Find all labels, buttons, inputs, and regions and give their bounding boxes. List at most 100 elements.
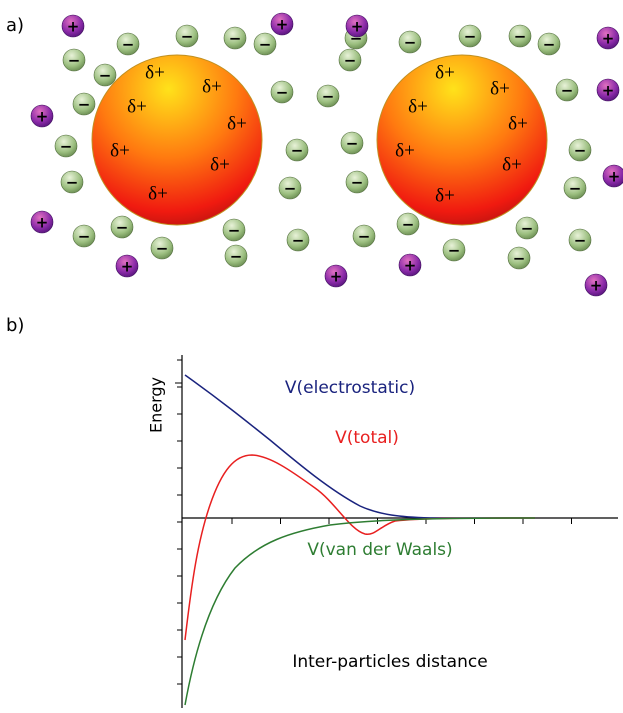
ion-sign: − <box>122 36 135 54</box>
negative-ion: − <box>61 171 83 193</box>
ion-sign: + <box>608 168 621 186</box>
ion-sign: − <box>116 219 129 237</box>
negative-ion: − <box>353 225 375 247</box>
curve-label: V(van der Waals) <box>307 540 452 560</box>
positive-ion: + <box>585 274 607 296</box>
partial-charge: δ+ <box>508 113 528 134</box>
negative-ion: − <box>224 27 246 49</box>
ion-sign: − <box>351 174 364 192</box>
positive-ion: + <box>271 13 293 35</box>
ion-sign: − <box>68 52 81 70</box>
positive-ion: + <box>31 211 53 233</box>
ion-sign: − <box>569 180 582 198</box>
ion-sign: − <box>448 242 461 260</box>
ion-sign: − <box>230 248 243 266</box>
negative-ion: − <box>286 139 308 161</box>
ion-sign: − <box>291 142 304 160</box>
positive-ion: + <box>325 265 347 287</box>
ion-sign: + <box>121 258 134 276</box>
panel-b: Energy V(electrostatic) V(total) V(van d… <box>147 355 619 708</box>
ion-sign: − <box>322 88 335 106</box>
negative-ion: − <box>254 33 276 55</box>
partial-charge: δ+ <box>127 96 147 117</box>
ion-sign: − <box>561 82 574 100</box>
ion-sign: + <box>36 108 49 126</box>
ion-sign: + <box>36 214 49 232</box>
partial-charge: δ+ <box>395 140 415 161</box>
negative-ion: − <box>397 213 419 235</box>
ion-sign: + <box>67 18 80 36</box>
ion-sign: − <box>276 84 289 102</box>
ion-sign: − <box>521 220 534 238</box>
negative-ion: − <box>508 247 530 269</box>
ion-sign: − <box>284 180 297 198</box>
negative-ion: − <box>225 245 247 267</box>
partial-charge: δ+ <box>110 140 130 161</box>
positive-ion: + <box>603 165 623 187</box>
curve-label: V(total) <box>335 428 399 448</box>
partial-charge: δ+ <box>502 154 522 175</box>
positive-ion: + <box>597 79 619 101</box>
partial-charge: δ+ <box>202 76 222 97</box>
ion-sign: + <box>276 16 289 34</box>
negative-ion: − <box>516 217 538 239</box>
panel-a: δ+δ+δ+δ+δ+δ+δ+δ+δ+δ+δ+δ+δ+δ+−−−−−−−−−−−−… <box>31 13 623 296</box>
ion-sign: − <box>66 174 79 192</box>
partial-charge: δ+ <box>490 78 510 99</box>
negative-ion: − <box>73 93 95 115</box>
ion-sign: − <box>574 142 587 160</box>
ion-sign: − <box>464 28 477 46</box>
negative-ion: − <box>339 49 361 71</box>
negative-ion: − <box>399 31 421 53</box>
negative-ion: − <box>556 79 578 101</box>
ion-sign: + <box>351 18 364 36</box>
negative-ion: − <box>569 139 591 161</box>
ion-sign: + <box>590 277 603 295</box>
ion-sign: − <box>514 28 527 46</box>
curve-label: V(electrostatic) <box>285 378 415 398</box>
negative-ion: − <box>569 229 591 251</box>
negative-ion: − <box>346 171 368 193</box>
negative-ion: − <box>287 229 309 251</box>
ion-sign: − <box>358 228 371 246</box>
negative-ion: − <box>459 25 481 47</box>
ion-sign: − <box>229 30 242 48</box>
negative-ion: − <box>279 177 301 199</box>
positive-ion: + <box>346 15 368 37</box>
ion-sign: − <box>344 52 357 70</box>
partial-charge: δ+ <box>148 183 168 204</box>
negative-ion: − <box>73 225 95 247</box>
ion-sign: − <box>292 232 305 250</box>
positive-ion: + <box>399 254 421 276</box>
negative-ion: − <box>55 135 77 157</box>
partial-charge: δ+ <box>145 62 165 83</box>
y-axis-label: Energy <box>147 377 166 433</box>
ion-sign: − <box>259 36 272 54</box>
positive-ion: + <box>62 15 84 37</box>
ion-sign: − <box>346 135 359 153</box>
positive-ion: + <box>116 255 138 277</box>
partial-charge: δ+ <box>435 185 455 206</box>
negative-ion: − <box>63 49 85 71</box>
ion-sign: − <box>513 250 526 268</box>
negative-ion: − <box>111 216 133 238</box>
negative-ion: − <box>94 64 116 86</box>
negative-ion: − <box>117 33 139 55</box>
ion-sign: − <box>228 222 241 240</box>
positive-ion: + <box>597 27 619 49</box>
negative-ion: − <box>564 177 586 199</box>
ion-sign: − <box>574 232 587 250</box>
x-axis-label: Inter-particles distance <box>292 652 487 672</box>
negative-ion: − <box>538 33 560 55</box>
ion-sign: + <box>330 268 343 286</box>
ion-sign: − <box>99 67 112 85</box>
ion-sign: − <box>543 36 556 54</box>
ion-sign: + <box>602 82 615 100</box>
partial-charge: δ+ <box>210 154 230 175</box>
ion-sign: − <box>78 96 91 114</box>
partial-charge: δ+ <box>408 96 428 117</box>
ion-sign: − <box>181 28 194 46</box>
partial-charge: δ+ <box>435 62 455 83</box>
negative-ion: − <box>443 239 465 261</box>
ion-sign: − <box>402 216 415 234</box>
